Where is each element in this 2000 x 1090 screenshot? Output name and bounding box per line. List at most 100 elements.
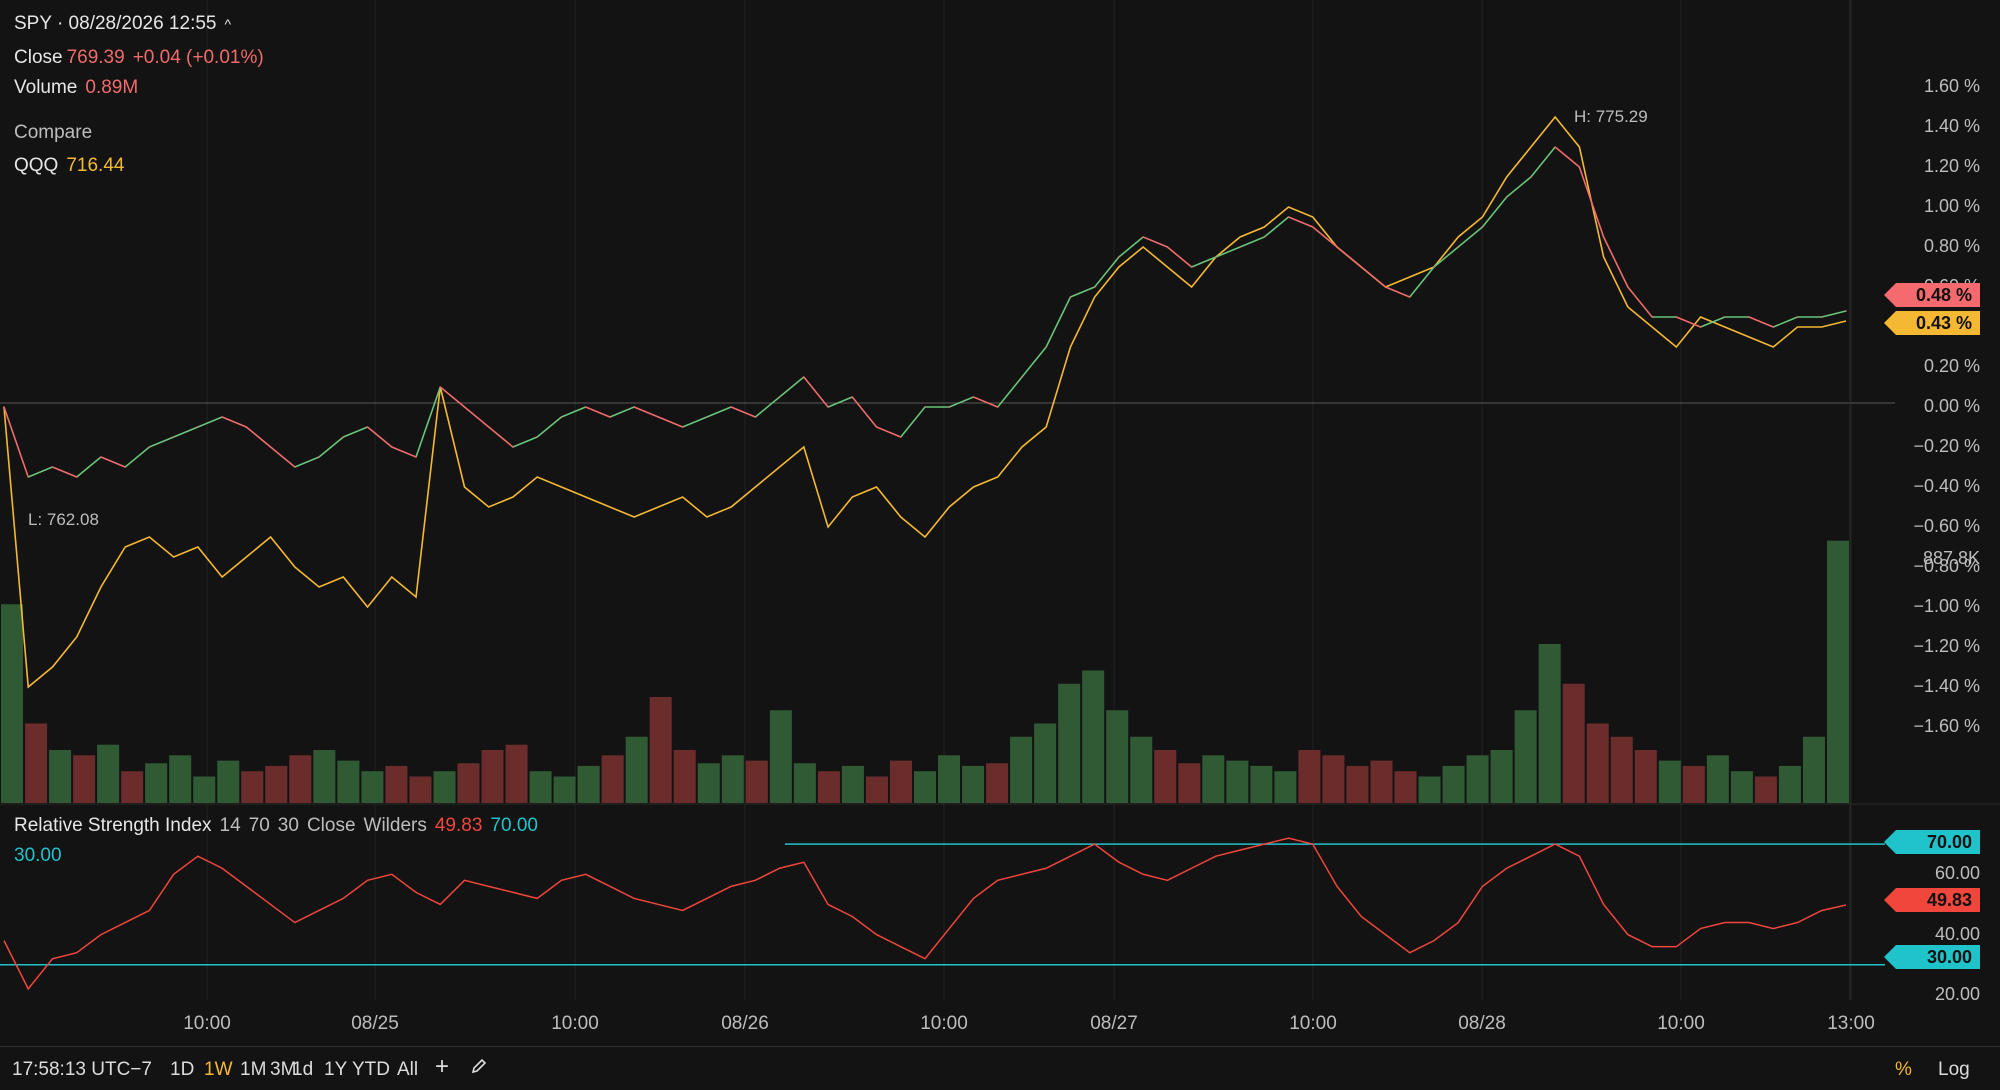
x-tick-label: 10:00 (920, 1013, 968, 1034)
rsi-legend[interactable]: Relative Strength Index 14 70 30 Close Wilder… (14, 815, 546, 837)
spy-line-segment (1336, 246, 1362, 268)
spy-point (197, 426, 199, 428)
add-indicator-button[interactable]: + (435, 1053, 450, 1080)
spy-point (1045, 346, 1047, 348)
bottom-toolbar: 17:58:13 UTC−7 1D 1W 1M 3M 1d 1Y YTD All + % Lo… (0, 1046, 2000, 1090)
close-row: Close 769.39 +0.04 (+0.01%) (14, 47, 272, 69)
x-tick-label: 10:00 (1289, 1013, 1337, 1034)
volume-bar (889, 760, 912, 803)
spy-price-tag: 0.48 % (1884, 283, 1980, 307)
range-button[interactable]: 1Y (324, 1059, 348, 1080)
spy-line-segment (3, 406, 29, 478)
volume-bar (1346, 765, 1369, 803)
range-button[interactable]: 1D (170, 1059, 195, 1080)
range-button[interactable]: 3M (270, 1059, 297, 1080)
volume-bar (1226, 760, 1249, 803)
qqq-line (3, 115, 1847, 689)
volume-bar (1250, 765, 1273, 803)
y-tick-label: −1.40 % (1913, 676, 1980, 696)
spy-line-segment (1118, 236, 1144, 258)
spy-line-segment (463, 406, 490, 428)
compare-label[interactable]: Compare (14, 122, 93, 143)
volume-bar (745, 760, 768, 803)
spy-line-segment (1481, 196, 1508, 228)
y-tick-label: 1.40 % (1923, 116, 1980, 136)
compare-row[interactable]: QQQ 716.44 (14, 155, 132, 177)
x-tick-label: 08/28 (1458, 1013, 1506, 1034)
volume-marker: 887.8K (1922, 548, 1980, 568)
spy-line-segment (973, 396, 999, 408)
spy-line-segment (851, 396, 878, 428)
spy-line-segment (197, 416, 223, 428)
range-button[interactable]: 1M (240, 1059, 267, 1080)
volume-bar (938, 755, 961, 803)
spy-line-segment (1409, 266, 1435, 298)
volume-bar (577, 765, 600, 803)
spy-point (1142, 236, 1144, 238)
spy-line-segment (488, 426, 514, 448)
volume-bar (1754, 776, 1777, 803)
collapse-caret-icon[interactable]: ^ (224, 16, 232, 32)
volume-bar (1082, 670, 1105, 803)
y-tick-label: 0.00 % (1923, 396, 1980, 416)
spy-line-segment (27, 466, 53, 478)
spy-line-segment (1457, 226, 1483, 248)
range-button[interactable]: 1W (204, 1059, 233, 1080)
volume-bar (361, 771, 384, 803)
range-button[interactable]: All (397, 1059, 419, 1080)
spy-line-segment (1045, 296, 1072, 348)
spy-line-segment (1166, 246, 1193, 268)
spy-point (1190, 266, 1193, 268)
clock-readout: 17:58:13 UTC−7 (12, 1059, 152, 1080)
percent-toggle[interactable]: % (1895, 1059, 1912, 1080)
range-button[interactable]: 1d (292, 1059, 314, 1080)
rsi-tick-label: 20.00 (1934, 983, 1980, 1004)
volume-bar (1658, 760, 1681, 803)
range-button[interactable]: YTD (352, 1059, 390, 1080)
spy-point (875, 426, 878, 428)
x-tick-label: 13:00 (1827, 1013, 1875, 1034)
spy-point (1602, 236, 1605, 238)
spy-line-segment (900, 406, 926, 438)
volume-bar (913, 771, 937, 803)
draw-pencil-icon[interactable] (470, 1057, 488, 1081)
spy-line-segment (173, 426, 199, 438)
spy-point (245, 426, 248, 428)
volume-bar (1106, 710, 1129, 803)
spy-point (148, 446, 151, 448)
spy-point (633, 406, 635, 408)
volume-bar (1730, 771, 1753, 803)
volume-bar (337, 760, 360, 803)
spy-point (1408, 296, 1411, 298)
log-toggle[interactable]: Log (1938, 1059, 1970, 1080)
volume-bar (529, 771, 552, 803)
y-tick-label: 1.60 % (1923, 76, 1980, 96)
rsi-overbought: 70 (248, 815, 270, 836)
spy-line-segment (1142, 236, 1168, 248)
spy-line-segment (779, 376, 805, 398)
volume-bar (1562, 683, 1585, 803)
symbol-header[interactable]: SPY · 08/28/2026 12:55 ^ (14, 13, 239, 35)
volume-bar (121, 771, 144, 803)
volume-bar (1418, 776, 1441, 803)
spy-line-segment (343, 426, 368, 438)
volume-bar (1634, 750, 1657, 803)
spy-point (1796, 316, 1799, 318)
spy-point (536, 436, 539, 438)
volume-bar (1370, 760, 1393, 803)
volume-bar (1706, 755, 1729, 803)
volume-bar (97, 744, 120, 803)
x-tick-label: 08/27 (1090, 1013, 1138, 1034)
spy-point (124, 466, 126, 468)
rsi-title: Relative Strength Index (14, 815, 212, 836)
volume-bar (553, 776, 576, 803)
spy-point (1118, 256, 1120, 258)
spy-line-segment (76, 456, 102, 478)
spy-line-segment (1700, 316, 1726, 328)
spy-point (366, 426, 369, 428)
spy-line-segment (270, 446, 296, 468)
spy-line-segment (221, 416, 247, 428)
rsi-bands (0, 843, 1885, 966)
spy-point (948, 406, 951, 408)
